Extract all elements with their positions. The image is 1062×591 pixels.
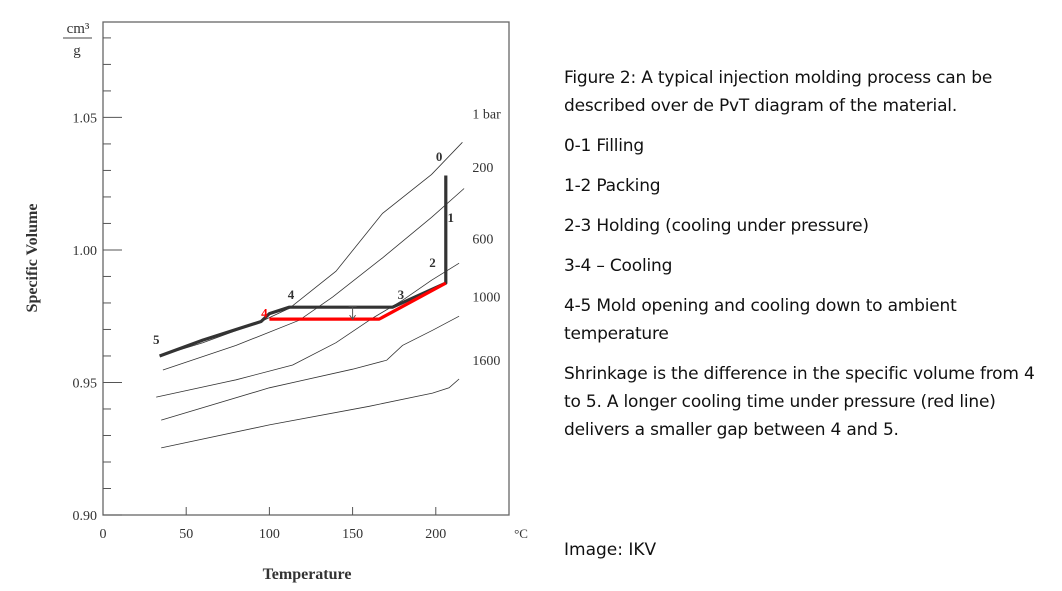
- description-panel: Figure 2: A typical injection molding pr…: [564, 64, 1054, 456]
- isobar-1600: [161, 378, 460, 449]
- step-2-3: 2-3 Holding (cooling under pressure): [564, 216, 869, 236]
- image-credit: Image: IKV: [564, 540, 657, 560]
- isobar-label: 200: [472, 161, 493, 176]
- x-unit-label: °C: [514, 526, 528, 541]
- y-tick-label: 0.90: [73, 509, 98, 524]
- y-tick-label: 0.95: [73, 376, 98, 391]
- isobar-label: 1600: [472, 354, 500, 369]
- step-1-2: 1-2 Packing: [564, 176, 661, 196]
- shrinkage-note: Shrinkage is the difference in the speci…: [564, 364, 1035, 440]
- x-tick-label: 0: [100, 527, 107, 542]
- y-axis-label: Specific Volume: [24, 204, 41, 313]
- point-label-4: 4: [261, 306, 268, 321]
- step-4-5: 4-5 Mold opening and cooling down to amb…: [564, 296, 957, 344]
- figure-caption: Figure 2: A typical injection molding pr…: [564, 68, 993, 116]
- isobar-label: 600: [472, 232, 493, 247]
- x-tick-label: 100: [259, 527, 280, 542]
- isobar-1000: [161, 315, 460, 421]
- isobar-label: 1 bar: [472, 108, 501, 123]
- point-label-5: 5: [153, 332, 160, 347]
- x-tick-label: 150: [342, 527, 363, 542]
- x-axis-label: Temperature: [263, 566, 352, 583]
- red-process-path: [269, 281, 447, 321]
- isobar-200: [162, 188, 465, 371]
- point-label-3: 3: [398, 287, 405, 302]
- isobar-1-bar: [159, 142, 463, 357]
- point-label-1: 1: [448, 210, 455, 225]
- plot-frame: [102, 21, 510, 516]
- y-unit-denominator: g: [73, 43, 81, 59]
- y-unit-numerator: cm³: [67, 21, 90, 37]
- point-label-2: 2: [429, 255, 436, 270]
- black-process-path: [159, 175, 448, 358]
- step-3-4: 3-4 – Cooling: [564, 256, 673, 276]
- step-0-1: 0-1 Filling: [564, 136, 644, 156]
- point-label-4: 4: [288, 287, 295, 302]
- isobar-600: [156, 262, 460, 398]
- x-tick-label: 200: [425, 527, 446, 542]
- x-tick-label: 50: [179, 527, 193, 542]
- shrinkage-gap-arrowhead: [349, 314, 356, 320]
- y-tick-label: 1.00: [73, 244, 98, 259]
- isobar-label: 1000: [472, 291, 500, 306]
- y-tick-label: 1.05: [73, 111, 98, 126]
- point-label-0: 0: [436, 149, 443, 164]
- pvt-diagram: 0.900.951.001.050 50 100 150 200 °CTemperatur…: [24, 21, 528, 583]
